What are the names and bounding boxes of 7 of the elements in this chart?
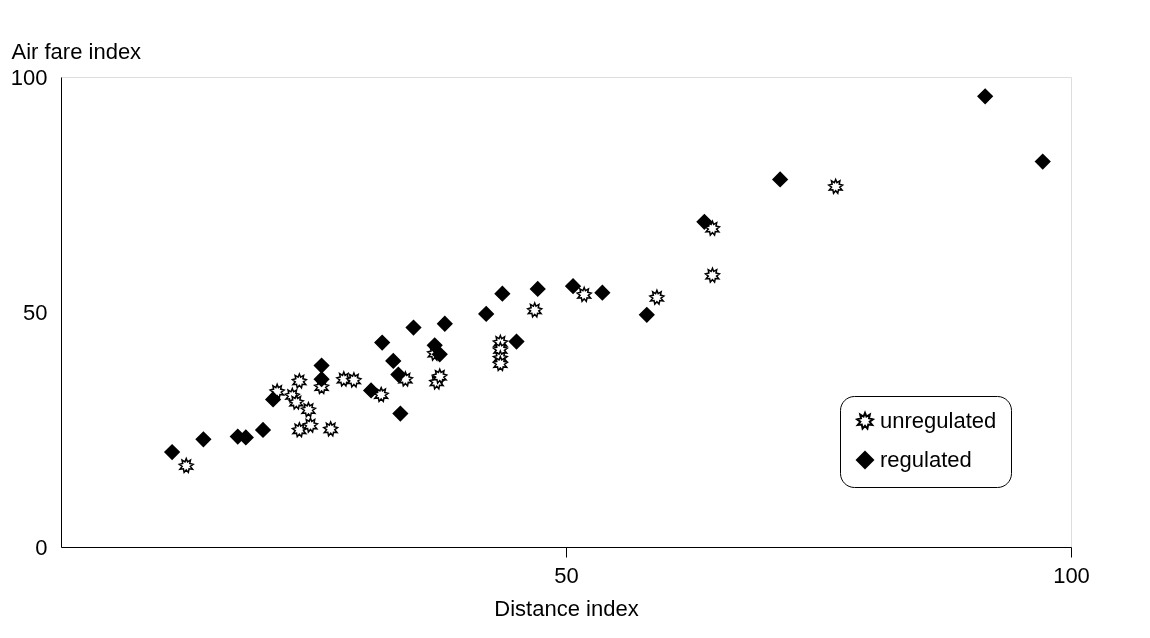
y-tick-label: 50 [23,299,48,325]
legend-label: unregulated [880,408,997,433]
x-axis-title: Distance index [494,595,639,621]
legend-label: regulated [880,447,972,472]
y-tick-label: 0 [35,534,48,560]
y-tick-label: 100 [10,64,48,90]
y-axis-title: Air fare index [11,38,142,64]
